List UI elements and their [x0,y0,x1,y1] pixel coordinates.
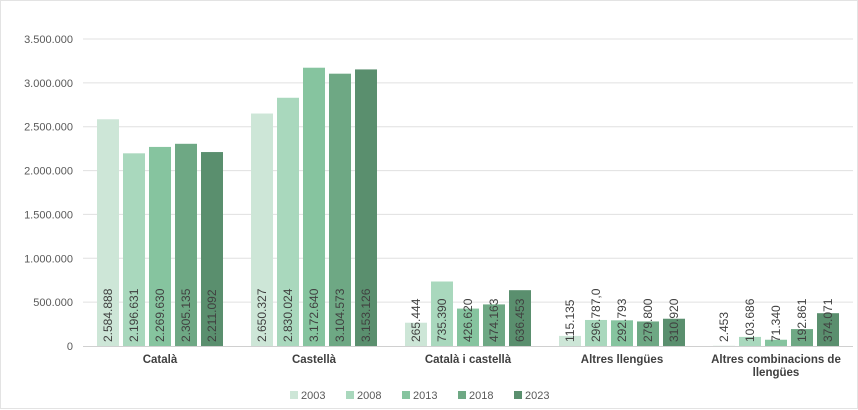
data-label: 192.861 [795,298,809,342]
y-tick-label: 2.000.000 [24,166,73,178]
legend-label: 2018 [469,390,493,402]
data-label: 2.196.631 [127,288,141,342]
data-label: 636.453 [513,298,527,342]
y-tick-label: 0 [67,341,73,353]
x-category-label: Català [143,354,178,366]
data-label: 2.453 [717,312,731,342]
y-tick-label: 2.500.000 [24,122,73,134]
data-label: 426.620 [461,298,475,342]
data-label: 279.800 [641,298,655,342]
y-tick-label: 3.500.000 [24,34,73,46]
data-label: 3.172.640 [307,288,321,342]
legend-swatch [514,391,522,399]
data-label: 292.793 [615,298,629,342]
data-label: 265.444 [409,298,423,342]
data-label: 115.135 [563,299,577,342]
data-label: 2.269.630 [153,288,167,342]
data-label: 2.830.024 [281,288,295,342]
x-category-label: llengües [753,367,800,379]
data-label: 103.686 [743,298,757,342]
data-label: 2.211.092 [205,289,219,342]
data-label: 3.153.126 [359,288,373,342]
legend-label: 2013 [413,390,437,402]
legend-swatch [458,391,466,399]
y-tick-label: 1.000.000 [24,253,73,265]
data-label: 474.163 [487,298,501,342]
x-category-label: Altres llengües [581,354,663,366]
data-label: 2.584.888 [101,288,115,342]
data-label: 2.650.327 [255,288,269,342]
legend-label: 2003 [301,390,325,402]
y-tick-label: 3.000.000 [24,78,73,90]
legend-label: 2023 [525,390,549,402]
legend-label: 2008 [357,390,381,402]
y-tick-label: 500.000 [33,297,73,309]
x-category-label: Castellà [292,354,337,366]
data-label: 71.340 [769,305,783,342]
data-label: 310.920 [667,298,681,342]
data-label: 3.104.573 [333,288,347,342]
data-label: 374.071 [821,298,835,342]
x-category-label: Català i castellà [425,354,512,366]
data-label: 2.305.135 [179,288,193,342]
legend-swatch [402,391,410,399]
y-tick-label: 1.500.000 [24,209,73,221]
x-category-label: Altres combinacions de [711,354,841,366]
data-label: 296.787,0 [589,288,603,342]
data-label: 735.390 [435,298,449,342]
legend-swatch [290,391,298,399]
legend-swatch [346,391,354,399]
